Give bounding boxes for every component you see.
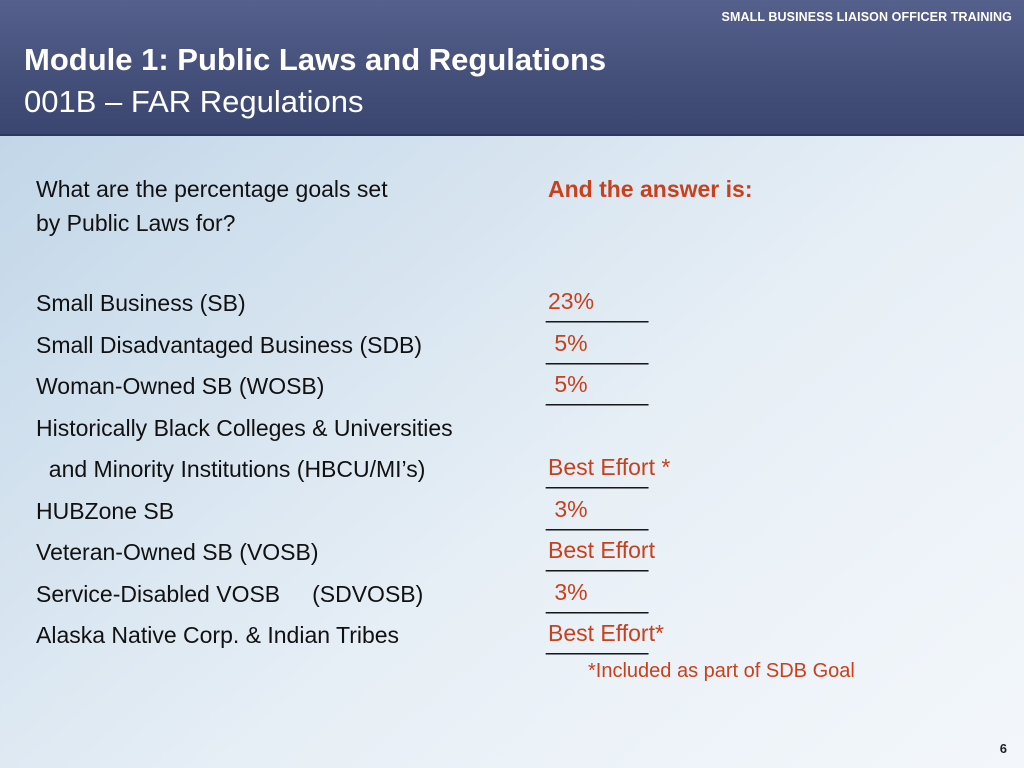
answer-blank: ________	[546, 380, 649, 406]
answer-blank: ________	[546, 339, 649, 365]
answer-vosb: Best Effort	[548, 537, 655, 563]
category-vosb: Veteran-Owned SB (VOSB)	[36, 539, 319, 565]
category-wosb: Woman-Owned SB (WOSB)	[36, 373, 325, 399]
answer-sdvosb: 3%	[548, 579, 588, 605]
answer-blank: ________	[546, 588, 649, 614]
answer-hbcu: Best Effort *	[548, 454, 671, 480]
slide-header: SMALL BUSINESS LIAISON OFFICER TRAINING …	[0, 0, 1024, 136]
footnote: *Included as part of SDB Goal	[588, 660, 855, 682]
question-line-2: by Public Laws for?	[36, 210, 236, 236]
answer-wosb: 5%	[548, 371, 588, 397]
answer-sb: 23%	[548, 288, 595, 314]
answer-heading: And the answer is:	[548, 176, 753, 202]
category-hubzone: HUBZone SB	[36, 498, 175, 524]
answer-blank: ________	[546, 505, 649, 531]
answer-sdb: 5%	[548, 330, 588, 356]
category-sdb: Small Disadvantaged Business (SDB)	[36, 332, 423, 358]
category-alaska-native: Alaska Native Corp. & Indian Tribes	[36, 622, 400, 648]
answer-blank: ________	[546, 297, 649, 323]
answer-alaska-native: Best Effort*	[548, 620, 664, 646]
page-number: 6	[999, 741, 1007, 756]
category-hbcu-line-1: Historically Black Colleges & Universiti…	[36, 415, 453, 441]
category-sb: Small Business (SB)	[36, 290, 246, 316]
category-hbcu-line-2: and Minority Institutions (HBCU/MI’s)	[36, 456, 426, 482]
answer-blank: ________	[546, 463, 649, 489]
question-line-1: What are the percentage goals set	[36, 176, 388, 202]
answer-hubzone: 3%	[548, 496, 588, 522]
category-sdvosb: Service-Disabled VOSB (SDVOSB)	[36, 581, 424, 607]
question-text: What are the percentage goals set by Pub…	[36, 172, 388, 240]
answer-blank: ________	[546, 629, 649, 655]
answer-blank: ________	[546, 546, 649, 572]
module-title: Module 1: Public Laws and Regulations	[24, 42, 607, 77]
module-subtitle: 001B – FAR Regulations	[24, 84, 364, 119]
program-label: SMALL BUSINESS LIAISON OFFICER TRAINING	[721, 10, 1012, 24]
